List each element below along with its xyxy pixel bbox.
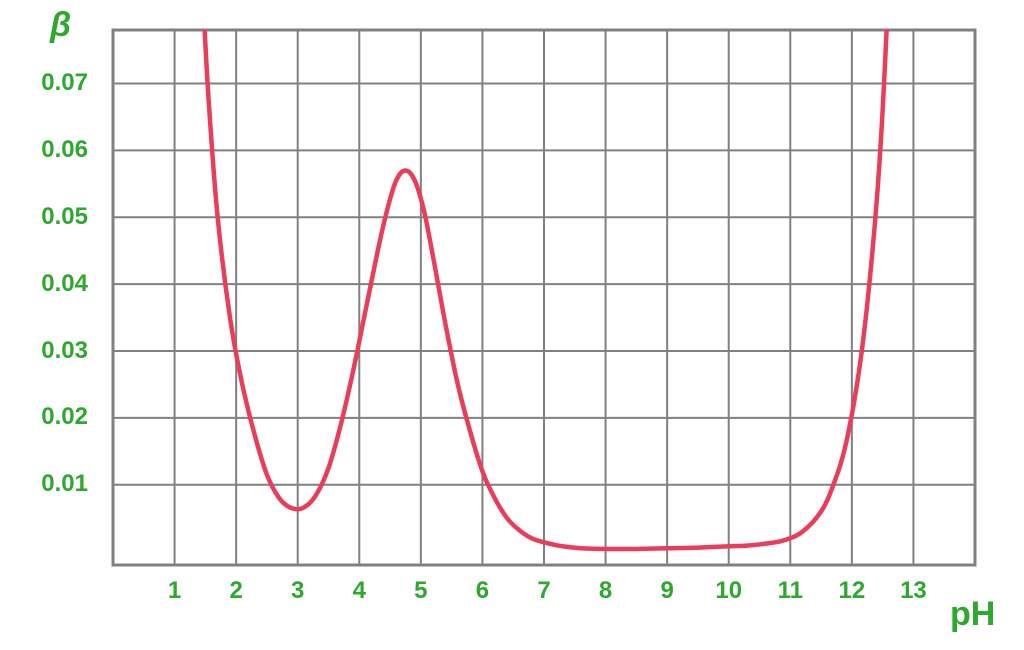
x-tick-label: 10 — [709, 577, 749, 605]
x-tick-label: 12 — [832, 577, 872, 605]
chart-svg — [0, 0, 1024, 645]
x-tick-label: 3 — [278, 577, 318, 605]
x-tick-label: 13 — [893, 577, 933, 605]
y-tick-label: 0.06 — [18, 136, 88, 164]
y-tick-label: 0.02 — [18, 403, 88, 431]
x-tick-label: 1 — [155, 577, 195, 605]
y-tick-label: 0.03 — [18, 337, 88, 365]
x-tick-label: 11 — [770, 577, 810, 605]
x-tick-label: 6 — [462, 577, 502, 605]
buffer-capacity-curve — [202, 0, 889, 549]
x-tick-label: 4 — [339, 577, 379, 605]
x-tick-label: 2 — [216, 577, 256, 605]
y-axis-title: β — [50, 6, 71, 45]
y-tick-label: 0.01 — [18, 470, 88, 498]
buffer-capacity-chart: β pH 0.010.020.030.040.050.060.071234567… — [0, 0, 1024, 645]
x-tick-label: 8 — [586, 577, 626, 605]
y-tick-label: 0.05 — [18, 203, 88, 231]
x-tick-label: 9 — [647, 577, 687, 605]
x-tick-label: 7 — [524, 577, 564, 605]
x-tick-label: 5 — [401, 577, 441, 605]
y-tick-label: 0.07 — [18, 69, 88, 97]
x-axis-title: pH — [950, 595, 995, 634]
y-tick-label: 0.04 — [18, 270, 88, 298]
